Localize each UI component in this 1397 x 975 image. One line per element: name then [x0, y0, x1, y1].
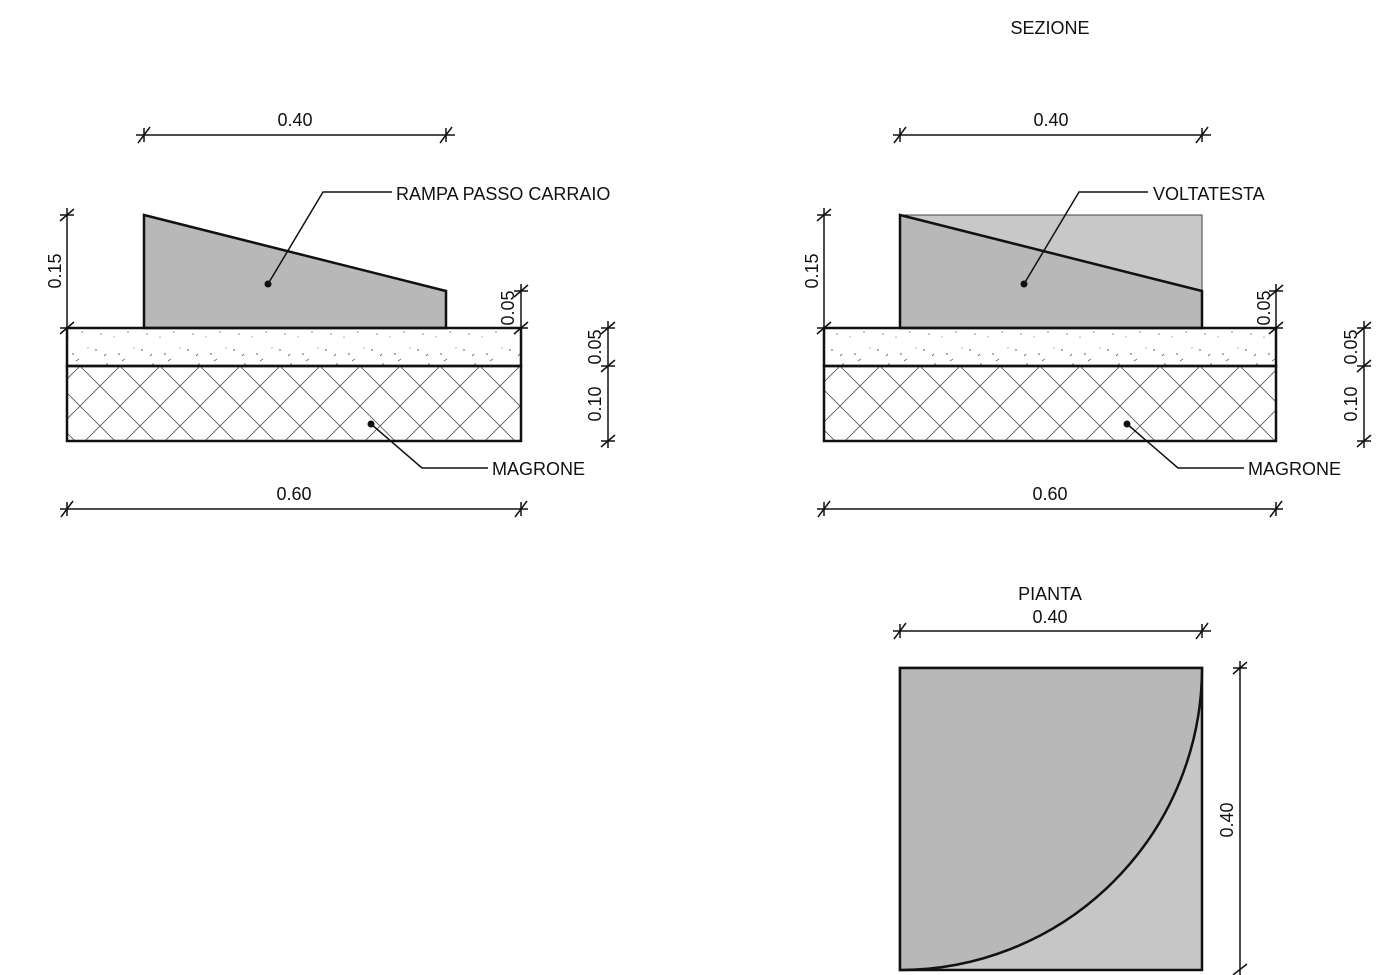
- left-low-height-dimension: 0.05: [498, 284, 529, 335]
- left-ramp-shape: [142, 213, 448, 330]
- right-height-dimension: 0.15: [802, 208, 832, 335]
- left-top-width-label: 0.40: [277, 110, 312, 130]
- plan-height-dimension: 0.40: [1217, 661, 1248, 975]
- right-screed-layer: [822, 326, 1278, 368]
- left-height-dimension: 0.15: [45, 208, 75, 335]
- section-title: SEZIONE: [1010, 18, 1089, 38]
- right-total-width-label: 0.60: [1032, 484, 1067, 504]
- left-magrone-layer: [65, 364, 523, 443]
- left-layer-bottom-label: 0.10: [585, 386, 605, 421]
- right-total-width-dimension: 0.60: [817, 484, 1283, 518]
- left-total-width-dimension: 0.60: [60, 484, 528, 518]
- right-layer-bottom-label: 0.10: [1341, 386, 1361, 421]
- right-layer-top-label: 0.05: [1341, 329, 1361, 364]
- left-layer-dimensions: 0.05 0.10: [585, 321, 616, 448]
- right-magrone-layer: [822, 364, 1278, 443]
- left-total-width-label: 0.60: [276, 484, 311, 504]
- right-detail: 0.40 VOLTATESTA MAGRONE 0.15 0.05: [802, 110, 1372, 518]
- right-component-label: VOLTATESTA: [1153, 184, 1265, 204]
- plan-detail: PIANTA 0.40 0.40: [893, 584, 1248, 975]
- plan-height-label: 0.40: [1217, 802, 1237, 837]
- plan-width-dimension: 0.40: [893, 607, 1211, 640]
- plan-width-label: 0.40: [1032, 607, 1067, 627]
- right-height-label: 0.15: [802, 253, 822, 288]
- left-low-height-label: 0.05: [498, 290, 518, 325]
- right-top-width-dimension: 0.40: [893, 110, 1211, 144]
- left-screed-layer: [65, 326, 523, 368]
- left-detail: 0.40 RAMPA PASSO CARRAIO MAGRONE 0.15: [45, 110, 616, 518]
- plan-quarter-curve: [898, 666, 1204, 972]
- left-component-label: RAMPA PASSO CARRAIO: [396, 184, 610, 204]
- left-top-width-dimension: 0.40: [136, 110, 455, 144]
- right-low-height-label: 0.05: [1254, 290, 1274, 325]
- plan-title: PIANTA: [1018, 584, 1082, 604]
- right-top-width-label: 0.40: [1033, 110, 1068, 130]
- left-height-label: 0.15: [45, 253, 65, 288]
- left-base-label: MAGRONE: [492, 459, 585, 479]
- left-layer-top-label: 0.05: [585, 329, 605, 364]
- right-layer-dimensions: 0.05 0.10: [1341, 321, 1372, 448]
- right-base-label: MAGRONE: [1248, 459, 1341, 479]
- right-low-height-dimension: 0.05: [1254, 284, 1284, 335]
